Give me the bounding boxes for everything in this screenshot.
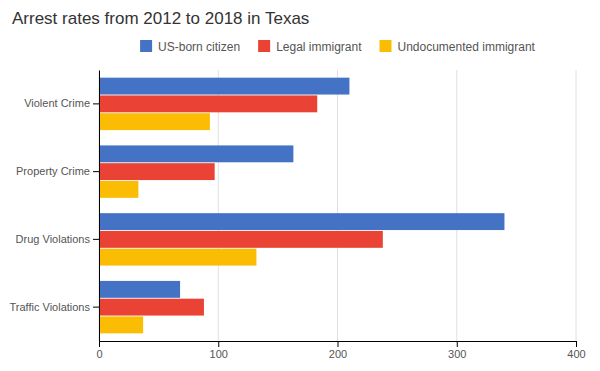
grid-line [99,70,100,341]
bar [99,249,256,266]
tick-mark [93,239,99,240]
bar [99,78,349,95]
legend-swatch [258,40,270,52]
bar [99,95,317,112]
axis-line [99,71,100,342]
tick: Violent Crime [24,97,99,109]
tick-mark [218,341,219,347]
legend-item: Undocumented immigrant [380,40,536,54]
tick: Drug Violations [16,233,99,245]
legend-swatch [140,40,152,52]
legend-label: Legal immigrant [276,40,362,54]
tick-label: Drug Violations [16,233,91,245]
tick: 0 [96,341,102,360]
grid [99,70,576,341]
tick-label: 200 [329,348,347,360]
tick-mark [93,103,99,104]
bar [99,316,143,333]
tick-label: Property Crime [16,165,90,177]
legend-item: Legal immigrant [258,40,362,54]
tick-label: 400 [567,348,585,360]
plot: 0 100 200 300 400 Violent Crime Property Crime… [9,70,585,360]
legend-item: US-born citizen [140,40,240,54]
bars [99,78,504,334]
series [99,113,256,333]
tick: 300 [448,341,466,360]
bar [99,181,138,198]
tick-label: Traffic Violations [9,301,90,313]
tick-mark [99,341,100,347]
bar [99,145,293,162]
tick-mark [93,307,99,308]
tick: 400 [567,341,585,360]
series [99,95,383,315]
tick-mark [93,171,99,172]
tick-label: 300 [448,348,466,360]
tick-mark [576,341,577,347]
tick: 100 [210,341,228,360]
tick-mark [338,341,339,347]
title: Arrest rates from 2012 to 2018 in Texas [12,9,309,28]
bar [99,163,215,180]
x-axis: 0 100 200 300 400 [96,341,585,360]
tick: Traffic Violations [9,301,99,313]
legend-label: US-born citizen [158,40,240,54]
bar [99,299,204,316]
tick-mark [457,341,458,347]
y-axis: Violent Crime Property Crime Drug Violatio… [9,71,99,342]
tick: 200 [329,341,347,360]
legend: US-born citizen Legal immigrant Undocument… [140,40,535,54]
series [99,78,504,298]
tick-label: Violent Crime [24,97,90,109]
tick-label: 0 [96,348,102,360]
tick-label: 100 [210,348,228,360]
legend-label: Undocumented immigrant [398,40,536,54]
grid-line [456,70,457,341]
bar [99,281,180,298]
legend-swatch [380,40,392,52]
grid-line [576,70,577,341]
grid-line [337,70,338,341]
bar [99,113,210,130]
bar [99,231,383,248]
chart: Arrest rates from 2012 to 2018 in Texas U… [0,0,600,371]
bar [99,213,504,230]
tick: Property Crime [16,165,99,177]
